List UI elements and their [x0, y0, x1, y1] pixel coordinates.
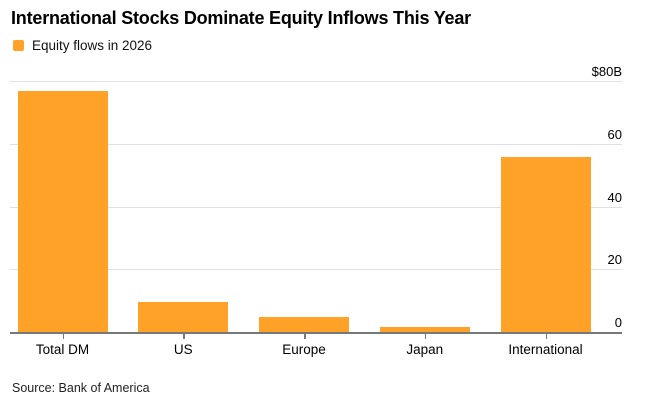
x-axis-label-japan: Japan [406, 342, 444, 357]
y-axis-label-60: 60 [607, 126, 622, 142]
gridline-60 [10, 143, 622, 145]
x-axis-label-international: International [508, 342, 583, 357]
x-axis-tick [304, 334, 306, 339]
gridline-80 [10, 81, 622, 82]
source-attribution: Source: Bank of America [12, 381, 150, 395]
chart-title: International Stocks Dominate Equity Inf… [11, 8, 471, 28]
bar-europe [259, 317, 349, 333]
bar-japan [379, 326, 470, 333]
x-axis-tick [545, 334, 547, 339]
legend-swatch-icon [13, 40, 24, 51]
y-axis-label-0: 0 [614, 315, 622, 330]
x-axis-baseline [10, 332, 622, 334]
x-axis-tick [183, 334, 185, 339]
plot-area: 0 20 40 60 $80B Total DM US Europe Japan Internat… [10, 65, 622, 357]
x-axis-tick [424, 334, 427, 339]
y-axis-label-40: 40 [607, 189, 622, 205]
bar-total-dm [17, 91, 108, 333]
x-axis-tick [62, 334, 64, 339]
x-axis-label-total-dm: Total DM [35, 342, 90, 357]
legend-label: Equity flows in 2026 [32, 38, 153, 53]
y-axis-label-20: 20 [607, 252, 622, 268]
bar-international [500, 157, 591, 333]
y-axis-label-80: $80B [591, 64, 622, 79]
x-axis-label-us: US [173, 342, 193, 357]
legend: Equity flows in 2026 [13, 38, 152, 53]
bar-us [138, 301, 229, 333]
gridline-40 [10, 206, 622, 208]
gridline-20 [10, 269, 622, 271]
x-axis-label-europe: Europe [282, 342, 326, 357]
